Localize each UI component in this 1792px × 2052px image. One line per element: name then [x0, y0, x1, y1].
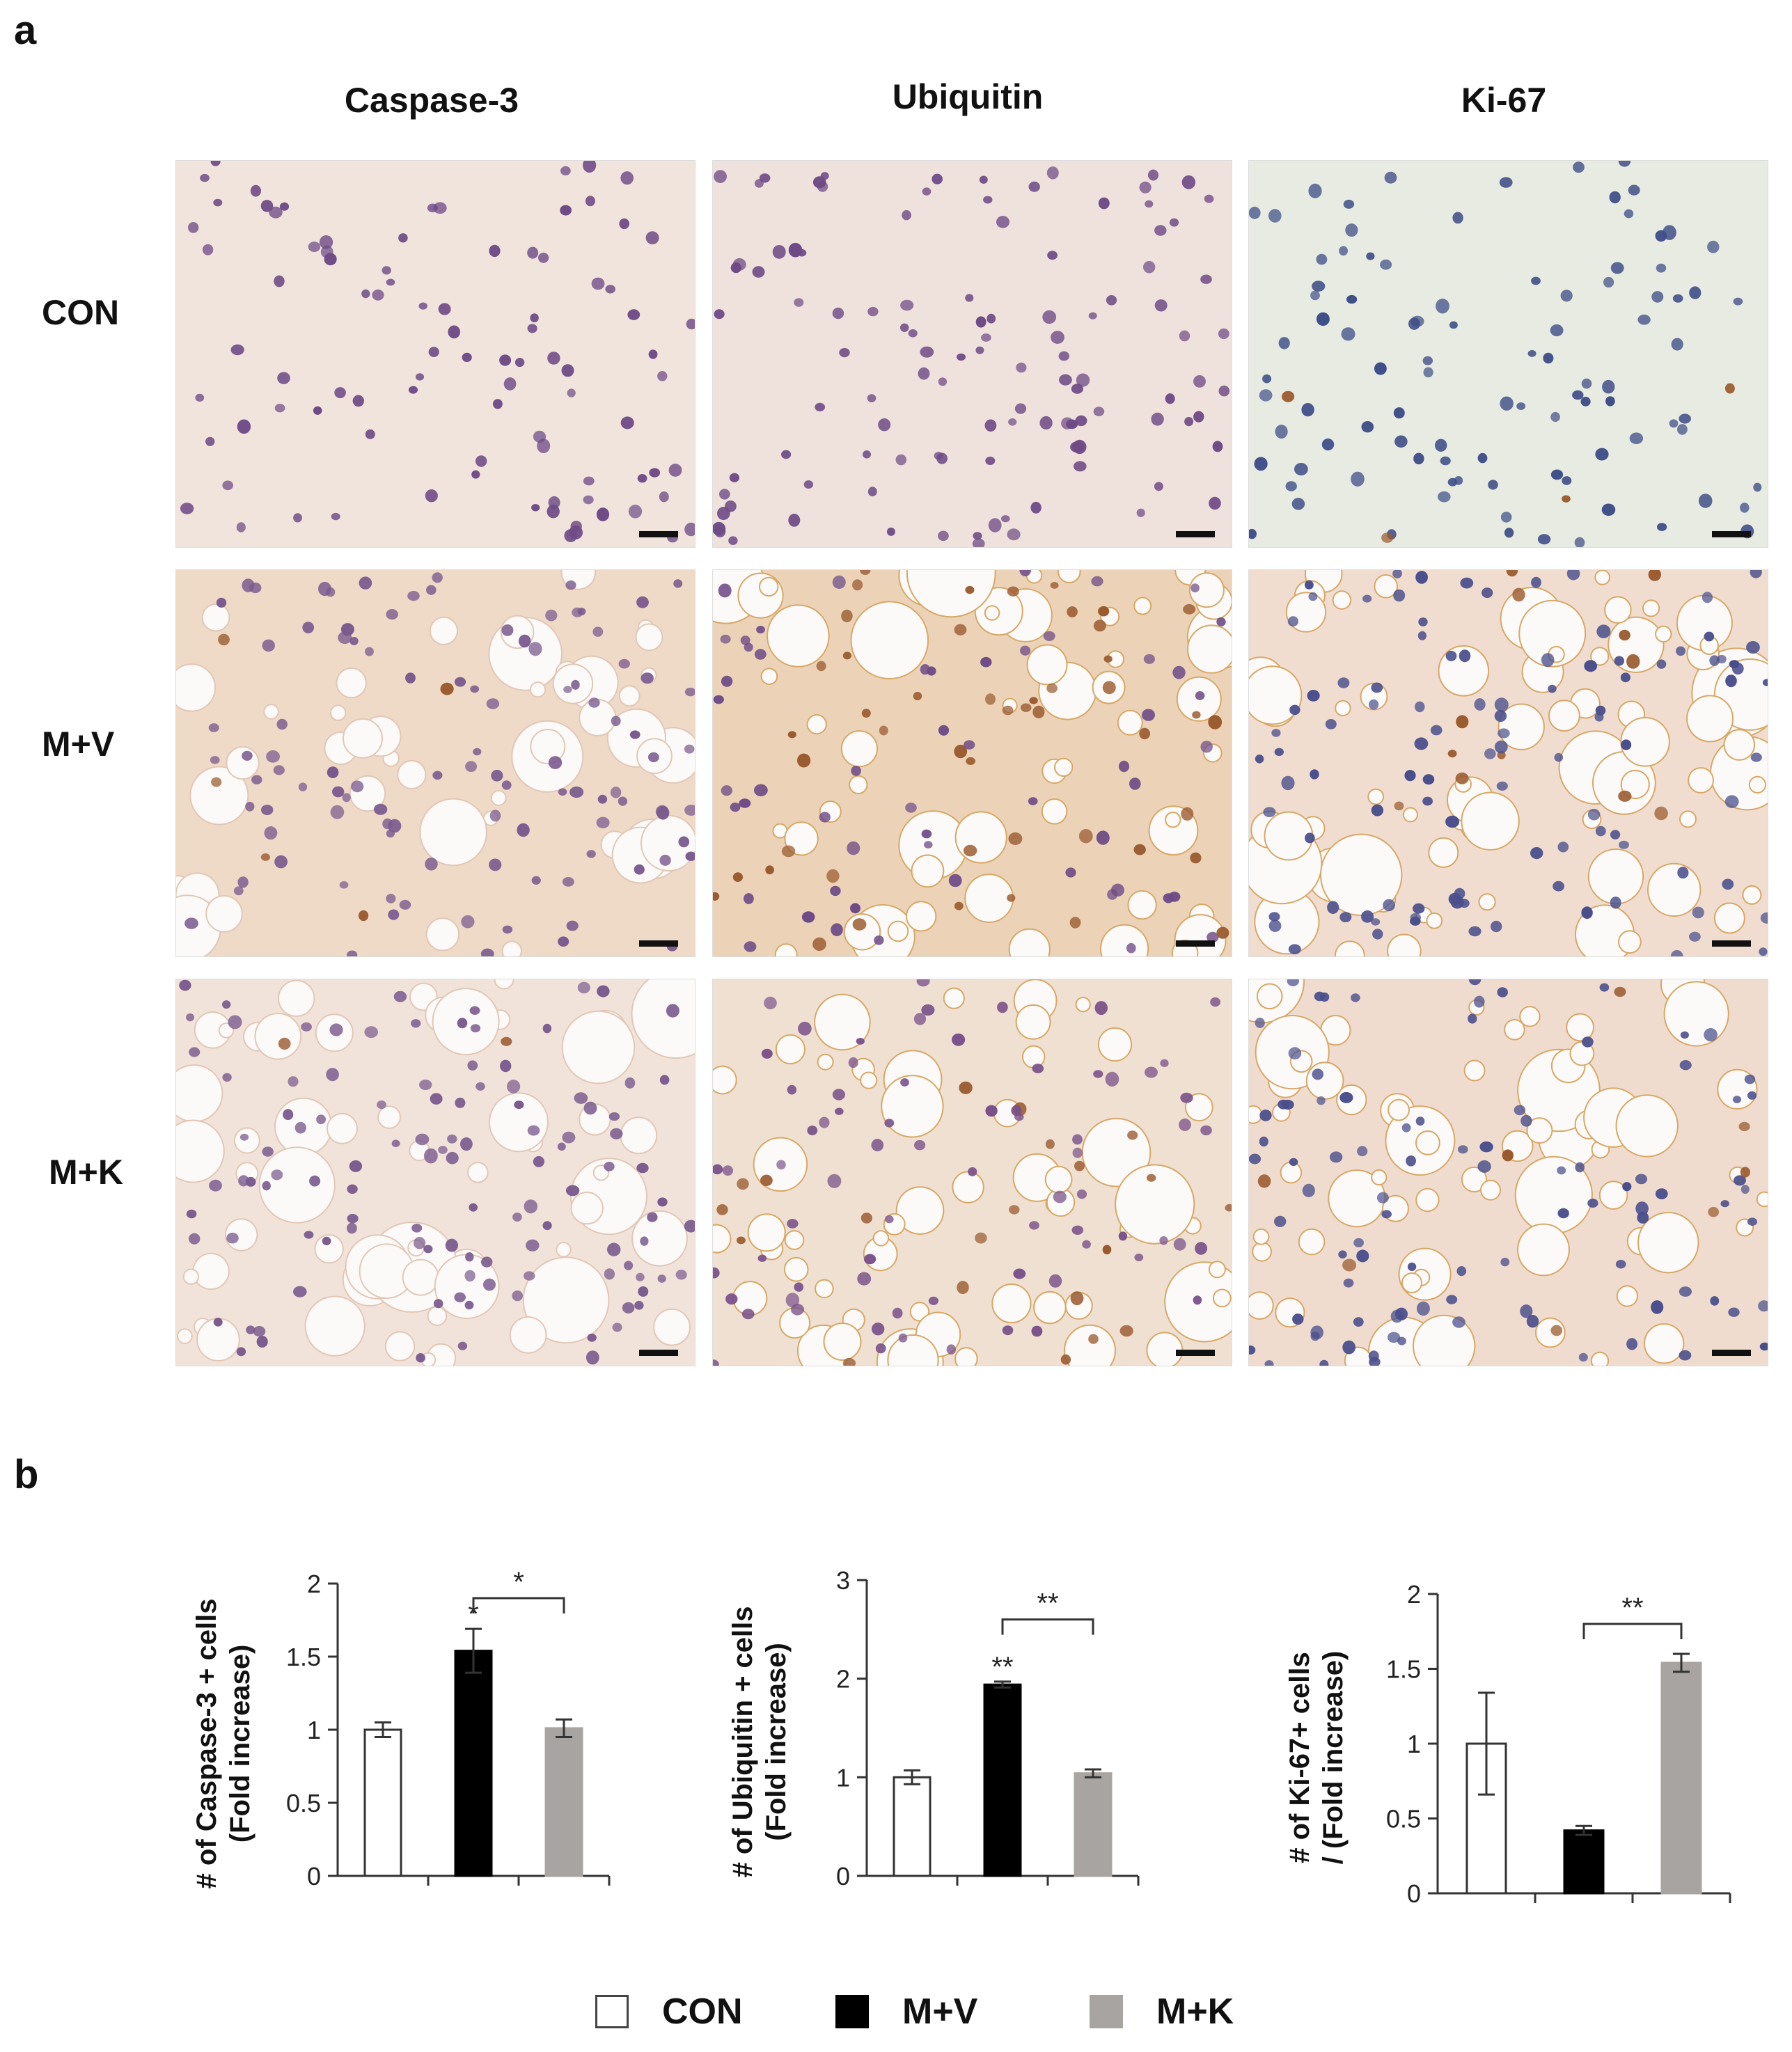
legend-label-mv: M+V	[902, 1991, 978, 2032]
col-title-caspase3: Caspase-3	[344, 81, 519, 120]
bar-con	[363, 1728, 402, 1877]
micrograph-r1-c2	[1248, 569, 1768, 957]
legend-swatch-mk	[1090, 1995, 1123, 2028]
chart-caspase3: 0 0.5 1 1.5 2 * * # of Caspase-3 + cells (Fold i…	[174, 1538, 703, 1973]
scale-bar	[639, 1350, 678, 1356]
significance-bracket	[1001, 1618, 1094, 1635]
bar-mv	[454, 1650, 493, 1877]
bar-mk	[1074, 1772, 1113, 1877]
significance-marker: **	[991, 1652, 1013, 1682]
legend-item-con: CON	[595, 1991, 743, 2033]
y-tick-label: 0	[307, 1862, 321, 1891]
y-tick-label: 0.5	[286, 1789, 321, 1817]
scale-bar	[1176, 1350, 1215, 1356]
y-tick-label: 0.5	[1386, 1805, 1421, 1833]
y-tick-label: 1	[307, 1716, 321, 1744]
micrograph-r1-c0	[175, 569, 695, 957]
y-tick-label: 1	[1407, 1730, 1421, 1758]
significance-marker: *	[468, 1599, 479, 1629]
significance-bracket-label: **	[1621, 1593, 1643, 1623]
chart-ubiquitin-svg: 0 1 2 3 ** ** # of Ubiquitin + cells (Fold incr…	[728, 1566, 1140, 1891]
y-tick-label: 1.5	[286, 1643, 321, 1671]
legend-item-mk: M+K	[1090, 1991, 1234, 2033]
y-axis-label: # of Caspase-3 + cells (Fold increase)	[191, 1599, 256, 1889]
y-tick-label: 2	[836, 1665, 850, 1694]
panel-a-letter: a	[14, 8, 37, 53]
legend-swatch-con	[595, 1995, 629, 2028]
significance-bracket-label: **	[1037, 1588, 1058, 1619]
chart-ubiquitin: 0 1 2 3 ** ** # of Ubiquitin + cells (Fold incr…	[710, 1538, 1211, 1973]
bar-mk	[1660, 1662, 1702, 1895]
micrograph-r2-c2	[1248, 979, 1768, 1366]
y-axis-label-line: # of Ubiquitin + cells	[728, 1606, 758, 1877]
micrograph-r2-c1	[712, 979, 1232, 1366]
micrograph-r1-c1	[712, 569, 1232, 957]
scale-bar	[639, 940, 678, 947]
col-title-ki67: Ki-67	[1461, 81, 1547, 120]
scale-bar	[1712, 1350, 1751, 1356]
chart-ki67-svg: 0 0.5 1 1.5 2 ** # of Ki-67+ cells / (Fold incr…	[1284, 1580, 1731, 1908]
micrograph-r0-c1	[712, 160, 1232, 548]
chart-ki67: 0 0.5 1 1.5 2 ** # of Ki-67+ cells / (Fold incr…	[1253, 1538, 1782, 1973]
y-tick-label: 2	[1407, 1580, 1421, 1609]
scale-bar	[639, 531, 678, 537]
col-title-ubiquitin: Ubiquitin	[892, 77, 1044, 116]
y-tick-label: 1.5	[1386, 1655, 1421, 1684]
scale-bar	[1712, 531, 1751, 537]
legend-label-con: CON	[662, 1991, 743, 2032]
y-axis-label-line: (Fold increase)	[225, 1645, 256, 1843]
row-label-mv: M+V	[42, 725, 115, 764]
y-tick-label: 0	[1407, 1879, 1421, 1908]
bar-mk	[544, 1727, 583, 1877]
y-tick-label: 1	[836, 1763, 850, 1792]
legend-swatch-mv	[835, 1995, 869, 2028]
row-label-con: CON	[42, 293, 120, 332]
y-tick-label: 2	[307, 1570, 321, 1598]
bar-mv	[1563, 1829, 1605, 1895]
y-tick-label: 3	[836, 1566, 850, 1595]
significance-bracket	[1582, 1623, 1683, 1639]
row-label-mk: M+K	[49, 1153, 123, 1192]
y-axis-label: # of Ubiquitin + cells (Fold increase)	[728, 1606, 792, 1877]
significance-bracket-label: *	[513, 1567, 524, 1597]
micrograph-r2-c0	[175, 979, 695, 1366]
y-axis-label: # of Ki-67+ cells / (Fold increase)	[1284, 1651, 1349, 1865]
significance-bracket	[472, 1597, 565, 1613]
panel-b-letter: b	[14, 1452, 39, 1497]
scale-bar	[1712, 940, 1751, 947]
legend-label-mk: M+K	[1156, 1991, 1234, 2032]
scale-bar	[1176, 940, 1215, 947]
y-axis-label-line: # of Caspase-3 + cells	[191, 1599, 222, 1889]
chart-caspase3-svg: 0 0.5 1 1.5 2 * * # of Caspase-3 + cells (Fold i…	[191, 1567, 611, 1891]
y-axis-label-line: # of Ki-67+ cells	[1284, 1652, 1315, 1863]
y-tick-label: 0	[836, 1862, 850, 1891]
bar-con	[893, 1776, 932, 1877]
legend-item-mv: M+V	[835, 1991, 977, 2033]
micrograph-r0-c2	[1248, 160, 1768, 548]
y-axis-label-line: / (Fold increase)	[1318, 1651, 1349, 1865]
scale-bar	[1176, 531, 1215, 537]
y-axis-label-line: (Fold increase)	[761, 1643, 792, 1841]
micrograph-r0-c0	[175, 160, 695, 548]
bar-mv	[983, 1683, 1022, 1877]
